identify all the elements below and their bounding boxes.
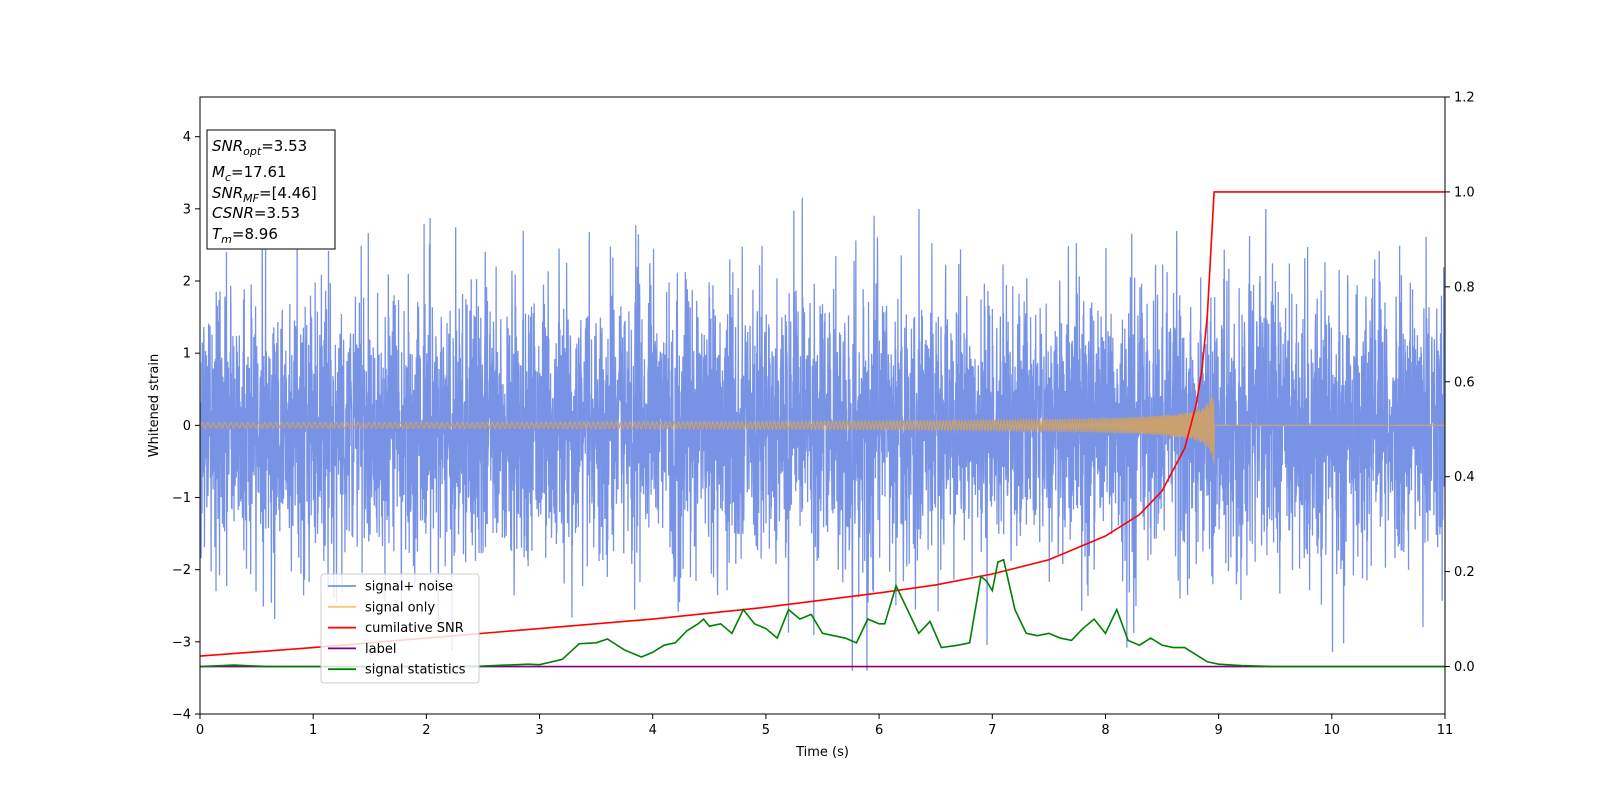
series-line-signal-only xyxy=(200,397,1445,464)
x-axis-label: Time (s) xyxy=(795,745,849,760)
x-tick-label: 2 xyxy=(422,723,430,738)
legend-entry: signal statistics xyxy=(328,663,466,678)
info-box: SNRopt=3.53Mc=17.61SNRMF=[4.46]CSNR=3.53… xyxy=(206,129,336,250)
x-tick-label: 11 xyxy=(1437,723,1454,738)
y-right-tick-label: 0.6 xyxy=(1454,375,1475,390)
legend-label: signal only xyxy=(365,600,435,615)
info-subscript: c xyxy=(225,171,231,184)
y-right-tick-label: 1.0 xyxy=(1454,185,1475,200)
x-tick-label: 0 xyxy=(196,723,204,738)
x-tick-label: 3 xyxy=(535,723,543,738)
y-right-tick-label: 0.2 xyxy=(1454,565,1475,580)
legend-entry: signal+ noise xyxy=(328,580,453,595)
plot-frame xyxy=(199,96,1446,715)
info-value: =8.96 xyxy=(232,225,278,243)
y-left-tick-label: −4 xyxy=(172,708,191,723)
y-axis-left: −4 −3 −2 −1 0 1 2 3 4 xyxy=(172,130,200,723)
y-left-tick-label: −3 xyxy=(172,635,191,650)
info-box-frame xyxy=(206,129,336,250)
y-left-tick-label: 3 xyxy=(183,202,191,217)
x-tick-label: 4 xyxy=(649,723,657,738)
y-left-tick-label: −2 xyxy=(172,563,191,578)
info-subscript: opt xyxy=(243,145,262,158)
x-tick-label: 9 xyxy=(1214,723,1222,738)
y-left-tick-label: 1 xyxy=(183,347,191,362)
y-left-tick-label: 0 xyxy=(183,419,191,434)
info-value: =17.61 xyxy=(231,163,287,181)
legend-entry: signal only xyxy=(328,600,435,615)
legend-label: signal+ noise xyxy=(365,580,453,595)
info-symbol: SNR xyxy=(212,184,243,202)
info-symbol: CSNR xyxy=(212,204,254,222)
series-line-cumilative-snr xyxy=(200,191,1445,657)
x-tick-label: 1 xyxy=(309,723,317,738)
y-left-tick-label: 4 xyxy=(183,130,191,145)
y-axis-label: Whitened strain xyxy=(147,354,162,457)
info-line: SNRMF=[4.46] xyxy=(212,184,317,205)
x-tick-label: 6 xyxy=(875,723,883,738)
info-subscript: MF xyxy=(243,192,259,205)
legend-frame xyxy=(320,573,480,684)
legend-label: signal statistics xyxy=(365,663,466,678)
info-subscript: m xyxy=(221,233,232,246)
info-line: SNRopt=3.53 xyxy=(212,137,307,158)
info-value: =[4.46] xyxy=(259,184,317,202)
x-axis: 0 1 2 3 4 5 6 7 8 9 10 11 xyxy=(196,714,1453,738)
info-line: Tm=8.96 xyxy=(212,225,278,246)
series-line-signal-statistics xyxy=(200,558,1445,668)
y-right-tick-label: 0.0 xyxy=(1454,660,1475,675)
info-value: =3.53 xyxy=(261,137,307,155)
x-tick-label: 10 xyxy=(1324,723,1341,738)
x-tick-label: 5 xyxy=(762,723,770,738)
y-left-tick-label: 2 xyxy=(183,275,191,290)
legend-entry: cumilative SNR xyxy=(328,621,464,636)
legend-label: cumilative SNR xyxy=(365,621,464,636)
info-value: =3.53 xyxy=(254,204,300,222)
y-axis-right: 0.0 0.2 0.4 0.6 0.8 1.0 1.2 xyxy=(1445,91,1475,675)
info-symbol: M xyxy=(212,163,225,181)
x-tick-label: 7 xyxy=(988,723,996,738)
info-line: Mc=17.61 xyxy=(212,163,287,184)
legend-label: label xyxy=(365,642,396,657)
y-right-tick-label: 0.8 xyxy=(1454,280,1475,295)
info-symbol: SNR xyxy=(212,137,243,155)
info-symbol: T xyxy=(212,225,223,243)
y-left-tick-label: −1 xyxy=(172,491,191,506)
series-line-signal-noise xyxy=(200,197,1445,671)
x-tick-label: 8 xyxy=(1101,723,1109,738)
y-right-tick-label: 0.4 xyxy=(1454,470,1475,485)
y-right-tick-label: 1.2 xyxy=(1454,91,1475,106)
info-line: CSNR=3.53 xyxy=(212,204,300,222)
legend-entry: label xyxy=(328,642,396,657)
legend: signal+ noise signal only cumilative SNR la… xyxy=(320,573,480,684)
